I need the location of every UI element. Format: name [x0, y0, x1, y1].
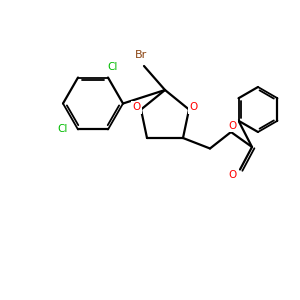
Text: Br: Br	[135, 50, 147, 61]
Text: O: O	[132, 102, 141, 112]
Text: Cl: Cl	[107, 62, 118, 72]
Text: O: O	[228, 121, 237, 131]
Text: O: O	[189, 102, 198, 112]
Text: Cl: Cl	[58, 124, 68, 134]
Text: O: O	[228, 170, 237, 181]
